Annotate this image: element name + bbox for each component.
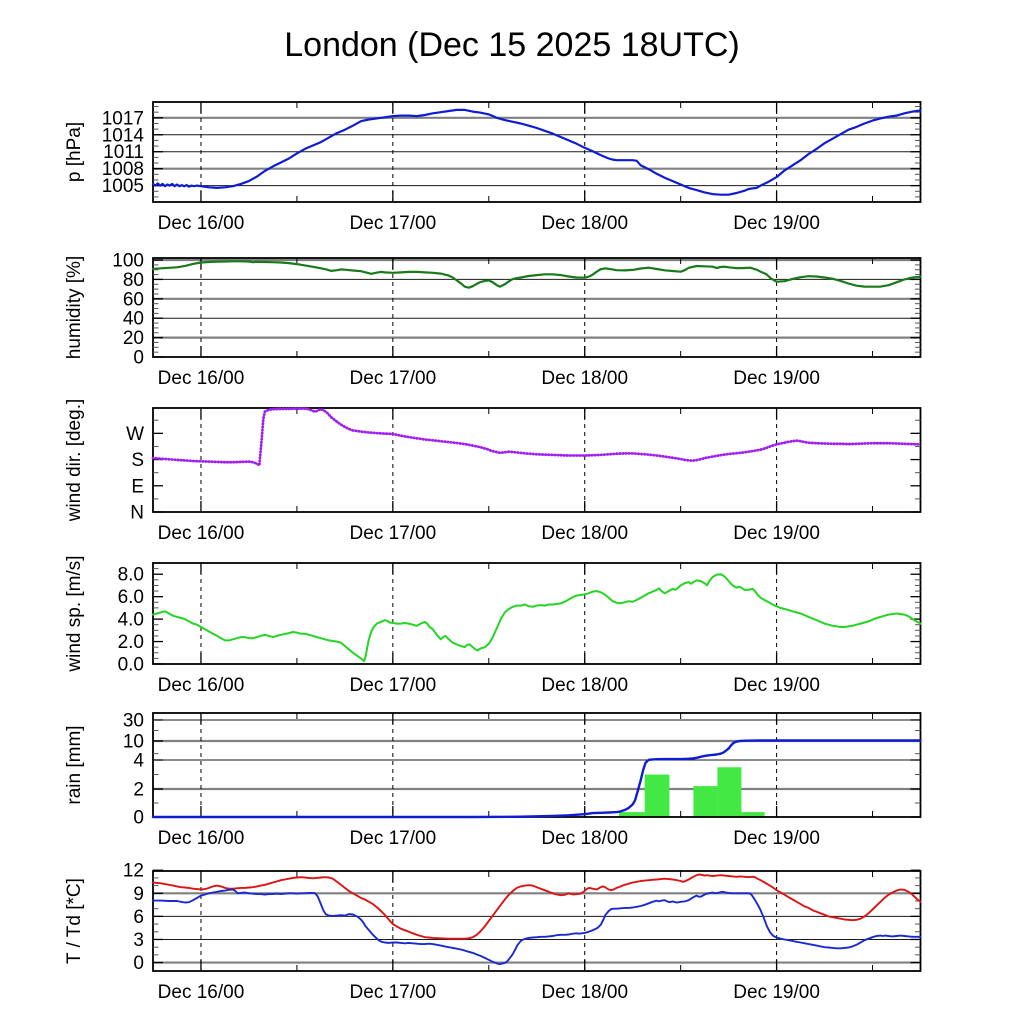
y-tick-label: 4.0 [118, 610, 144, 631]
y-tick-label: S [131, 450, 144, 471]
x-tick-label: Dec 16/00 [158, 982, 245, 1003]
series-dewpoint-line [152, 888, 922, 966]
y-tick-label: 12 [123, 861, 144, 882]
x-tick-label: Dec 19/00 [733, 828, 820, 849]
rain-bar [717, 767, 742, 817]
y-tick-label: 1008 [102, 159, 144, 180]
rain-bar [693, 786, 718, 817]
rain-bar [619, 812, 645, 817]
y-tick-label: 30 [123, 710, 144, 731]
x-tick-label: Dec 17/00 [350, 523, 437, 544]
y-tick-label: 20 [123, 328, 144, 349]
x-tick-label: Dec 19/00 [733, 523, 820, 544]
panel-frame [152, 407, 922, 513]
y-tick-label: 3 [133, 930, 144, 951]
rain-bar [644, 774, 670, 817]
x-tick-label: Dec 18/00 [541, 675, 628, 696]
series-pressure-line [151, 108, 922, 196]
x-tick-label: Dec 16/00 [158, 368, 245, 389]
y-tick-label: 1011 [103, 142, 144, 163]
x-tick-label: Dec 19/00 [733, 213, 820, 234]
y-tick-label: 40 [123, 309, 144, 330]
x-tick-label: Dec 16/00 [158, 523, 245, 544]
y-tick-label: 100 [112, 251, 144, 272]
series-wind-direction-line [151, 407, 922, 467]
y-tick-label: 9 [133, 884, 144, 905]
x-tick-label: Dec 17/00 [350, 675, 437, 696]
y-tick-label: N [130, 503, 144, 524]
y-tick-label: 0.0 [118, 655, 144, 676]
y-tick-label: 0 [133, 953, 144, 974]
x-tick-label: Dec 19/00 [733, 982, 820, 1003]
y-tick-label: 0 [133, 808, 144, 829]
x-tick-label: Dec 17/00 [350, 368, 437, 389]
y-tick-label: 10 [123, 731, 144, 752]
y-tick-label: E [131, 476, 144, 497]
panel-frame [152, 562, 922, 665]
y-tick-label: 2 [133, 780, 144, 801]
y-tick-label: 6.0 [118, 587, 144, 608]
x-tick-label: Dec 17/00 [350, 828, 437, 849]
y-tick-label: 2.0 [118, 632, 144, 653]
x-tick-label: Dec 19/00 [733, 675, 820, 696]
y-tick-label: 4 [133, 751, 144, 772]
series-rain-accumulated-line [151, 739, 922, 819]
y-axis-label-temperature: T / Td [*C] [64, 878, 85, 964]
y-axis-label-rain: rain [mm] [64, 725, 85, 804]
series-wind-speed-line [152, 573, 922, 663]
x-tick-label: Dec 18/00 [541, 368, 628, 389]
y-tick-label: 1014 [102, 125, 145, 146]
x-tick-label: Dec 18/00 [541, 828, 628, 849]
series-temperature-line [152, 873, 922, 940]
rain-bar [741, 812, 765, 817]
y-tick-label: 1017 [102, 108, 144, 129]
x-tick-label: Dec 18/00 [541, 982, 628, 1003]
y-tick-label: 80 [123, 270, 144, 291]
rain-3h-bars [619, 767, 765, 817]
x-tick-label: Dec 17/00 [350, 213, 437, 234]
x-tick-label: Dec 16/00 [158, 828, 245, 849]
y-axis-label-humidity: humidity [%] [64, 256, 85, 359]
series-humidity-line [151, 260, 922, 289]
y-tick-label: 1005 [102, 176, 144, 197]
y-tick-label: 0 [133, 348, 144, 369]
y-axis-label-wind-speed: wind sp. [m/s] [64, 555, 85, 672]
panel-frame [152, 712, 922, 818]
x-tick-label: Dec 18/00 [541, 523, 628, 544]
y-tick-label: 6 [133, 907, 144, 928]
y-axis-label-pressure: p [hPa] [64, 122, 85, 182]
x-tick-label: Dec 18/00 [541, 213, 628, 234]
panel-wind-speed: 0.02.04.06.08.0 Dec 16/00 Dec 17/00 Dec 18/… [64, 555, 922, 696]
x-tick-label: Dec 19/00 [733, 368, 820, 389]
y-tick-label: W [126, 424, 144, 445]
y-tick-label: 8.0 [118, 565, 144, 586]
panel-frame [152, 257, 922, 358]
panel-frame [152, 870, 922, 972]
y-tick-label: 60 [123, 289, 144, 310]
y-axis-label-wind-direction: wind dir. [deg.] [64, 399, 85, 523]
x-tick-label: Dec 16/00 [158, 213, 245, 234]
x-tick-label: Dec 17/00 [350, 982, 437, 1003]
chart-title: London (Dec 15 2025 18UTC) [284, 26, 740, 64]
x-tick-label: Dec 16/00 [158, 675, 245, 696]
